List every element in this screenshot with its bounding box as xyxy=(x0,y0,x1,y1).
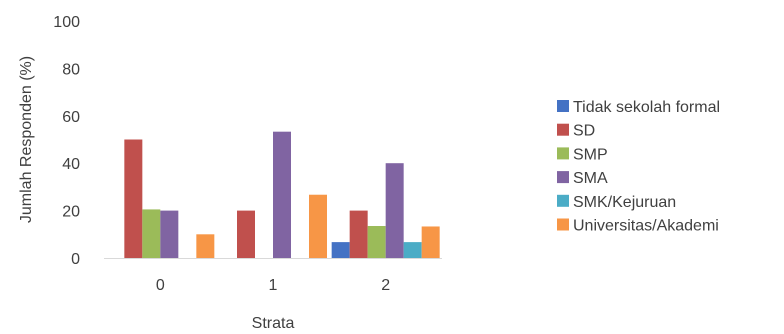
legend-swatch xyxy=(557,100,569,112)
legend: Tidak sekolah formal SD SMP SMA SMK/Kejuruan… xyxy=(557,99,720,235)
bar-tidak-sekolah-formal-strata-2 xyxy=(331,242,350,258)
x-tick-label: 0 xyxy=(156,277,165,294)
bars-group xyxy=(124,131,440,258)
legend-label: SMP xyxy=(573,146,608,163)
legend-label: SMK/Kejuruan xyxy=(573,194,676,211)
x-tick-label: 1 xyxy=(269,277,278,294)
legend-swatch xyxy=(557,194,569,207)
bar-smp-strata-0 xyxy=(142,209,161,258)
legend-swatch xyxy=(557,123,569,136)
y-axis-title: Jumlah Responden (%) xyxy=(18,56,35,223)
bar-universitas-akademi-strata-0 xyxy=(196,234,215,258)
y-tick-label: 20 xyxy=(62,204,80,221)
y-tick-label: 0 xyxy=(71,251,80,268)
bar-universitas-akademi-strata-2 xyxy=(421,226,440,258)
bar-sma-strata-0 xyxy=(160,210,179,258)
bar-sd-strata-0 xyxy=(124,139,143,258)
y-tick-label: 40 xyxy=(62,156,80,173)
x-tick-label: 2 xyxy=(381,277,390,294)
legend-label: Universitas/Akademi xyxy=(573,218,719,235)
legend-swatch xyxy=(557,218,569,231)
y-axis-ticks: 0 20 40 60 80 100 xyxy=(53,14,80,268)
x-axis-title: Strata xyxy=(252,315,295,332)
legend-swatch xyxy=(557,171,569,184)
bar-sma-strata-1 xyxy=(273,131,291,258)
y-tick-label: 100 xyxy=(53,14,80,31)
bar-sd-strata-2 xyxy=(349,210,368,258)
legend-label: SD xyxy=(573,123,595,140)
bar-universitas-akademi-strata-1 xyxy=(309,194,327,258)
x-axis-ticks: 0 1 2 xyxy=(156,277,390,294)
bar-sma-strata-2 xyxy=(385,163,404,258)
legend-label: Tidak sekolah formal xyxy=(573,99,720,116)
y-tick-label: 60 xyxy=(62,109,80,126)
bar-smp-strata-2 xyxy=(367,226,386,258)
legend-label: SMA xyxy=(573,170,608,187)
bar-smk-kejuruan-strata-2 xyxy=(403,242,422,258)
bar-sd-strata-1 xyxy=(237,210,255,258)
legend-swatch xyxy=(557,147,569,160)
y-tick-label: 80 xyxy=(62,61,80,78)
